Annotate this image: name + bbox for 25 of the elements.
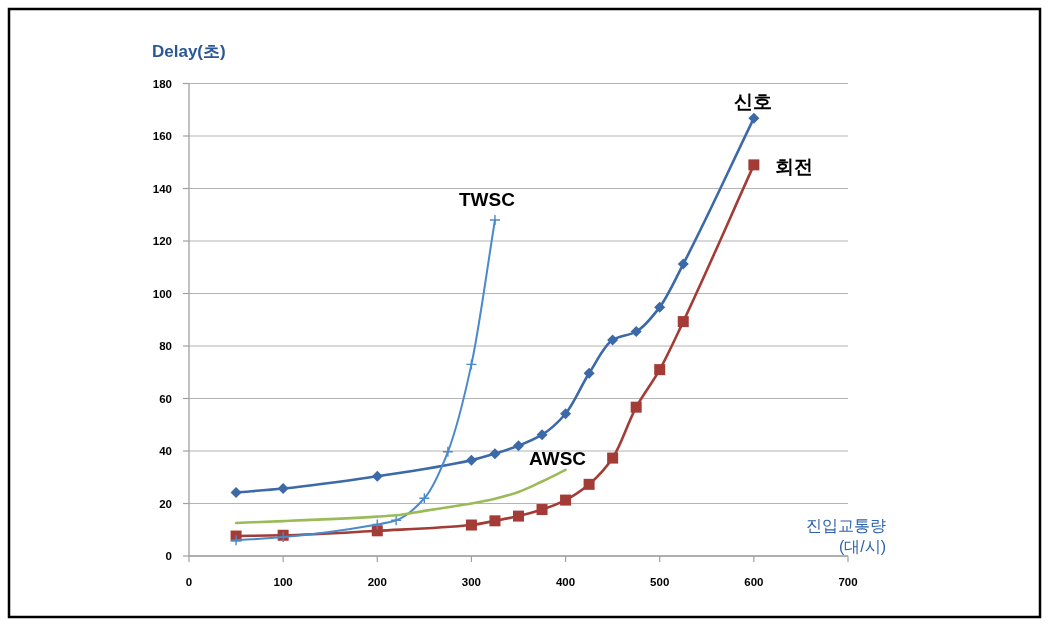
x-tick-label: 400 [555,576,576,588]
x-tick-label: 300 [461,576,482,588]
series-label: AWSC [529,447,587,469]
y-tick-label: 180 [152,77,172,90]
y-tick-label: 140 [152,182,172,195]
y-tick-label: 120 [152,235,172,247]
x-axis-title: 진입교통량 (대/시) [806,517,886,555]
series-label: 회전 [774,155,813,177]
y-tick-label: 40 [159,445,172,457]
series-label: 신호 [733,91,772,113]
y-tick-label: 60 [159,392,172,405]
x-tick-label: 200 [367,576,387,588]
y-tick-label: 160 [152,130,172,142]
y-tick-label: 80 [159,340,172,352]
y-tick-label: 100 [152,287,172,300]
x-tick-label: 0 [185,576,193,588]
line-series [234,468,567,525]
x-tick-label: 600 [744,576,764,588]
x-tick-label: 700 [838,576,858,588]
x-tick-label: 500 [650,576,670,588]
y-tick-label: 0 [165,550,172,562]
x-tick-label: 100 [273,576,293,588]
y-axis-title: Delay(초) [152,42,226,61]
y-tick-label: 20 [159,497,172,510]
series-label: TWSC [459,189,516,210]
